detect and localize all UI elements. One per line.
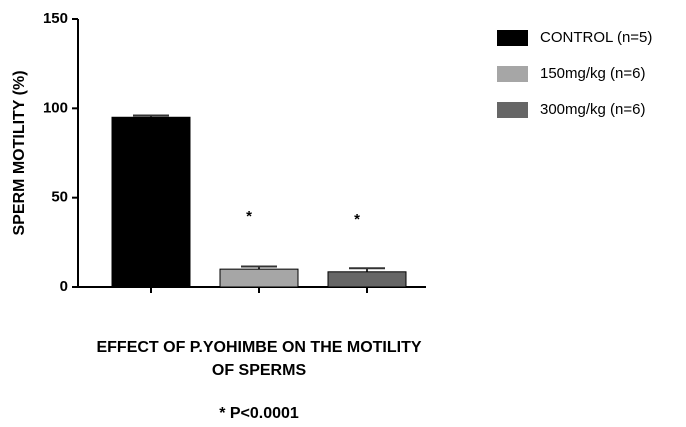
legend-swatch	[497, 102, 528, 118]
bar	[327, 271, 407, 288]
y-axis-label: SPERM MOTILITY (%)	[11, 70, 28, 235]
y-tick-label: 100	[43, 99, 68, 116]
legend-swatch	[497, 66, 528, 82]
x-axis-label: OF SPERMS	[212, 362, 307, 379]
legend-label: 150mg/kg (n=6)	[540, 65, 645, 82]
bar	[111, 116, 191, 288]
footnote: * P<0.0001	[219, 405, 299, 422]
y-tick-label: 50	[51, 189, 68, 206]
significance-marker: *	[246, 208, 252, 225]
y-tick-label: 150	[43, 10, 68, 27]
y-tick-label: 0	[60, 278, 68, 295]
x-axis-label: EFFECT OF P.YOHIMBE ON THE MOTILITY	[96, 339, 421, 356]
legend-swatch	[497, 30, 528, 46]
legend-label: CONTROL (n=5)	[540, 29, 652, 46]
legend-label: 300mg/kg (n=6)	[540, 101, 645, 118]
bar	[219, 268, 299, 288]
significance-marker: *	[354, 211, 360, 228]
